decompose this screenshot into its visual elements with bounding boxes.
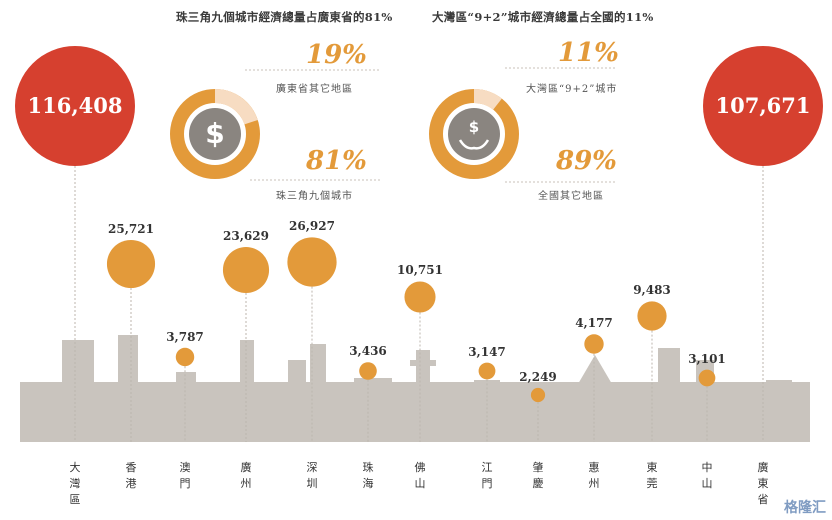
donut-right-small-slice [473, 88, 502, 110]
left-large-label: 珠三角九個城市 [276, 191, 353, 202]
bubble-東莞 [637, 301, 667, 331]
value-label-4: 26,927 [289, 219, 335, 234]
city-label-11: 中山 [701, 461, 713, 490]
left-small-pct: 19% [306, 40, 367, 70]
watermark: 格隆汇 [784, 500, 826, 516]
bubble-惠州 [584, 334, 604, 354]
left-large-pct: 81% [306, 146, 367, 176]
city-label-10: 東莞 [646, 461, 658, 490]
donut-left-small-slice [214, 89, 258, 125]
value-label-2: 3,787 [166, 329, 204, 344]
city-label-8: 肇慶 [532, 461, 544, 490]
value-label-7: 3,147 [468, 344, 506, 359]
value-label-1: 25,721 [108, 221, 154, 236]
bubble-珠海 [359, 362, 377, 380]
left-title: 珠三角九個城市經濟總量占廣東省的81% [176, 10, 393, 24]
value-label-11: 3,101 [688, 351, 726, 366]
bubble-佛山 [404, 281, 436, 313]
hands-dollar-icon [448, 108, 500, 160]
value-label-9: 4,177 [575, 316, 613, 331]
bubble-江門 [478, 362, 496, 380]
bubble-澳門 [175, 347, 195, 367]
value-label-0: 116,408 [27, 93, 123, 118]
bubble-深圳 [287, 237, 337, 287]
bubble-廣州 [222, 246, 270, 294]
svg-text:$: $ [205, 117, 224, 150]
donut-right: $ [429, 88, 519, 179]
bubble-中山 [698, 369, 716, 387]
value-label-8: 2,249 [519, 369, 557, 384]
donut-right-ring [429, 89, 519, 179]
bubble-大灣區 [15, 46, 135, 166]
right-small-label: 大灣區“9+2”城市 [526, 84, 618, 95]
city-label-5: 珠海 [362, 461, 374, 490]
connector-lines [74, 166, 764, 442]
right-large-pct: 89% [556, 146, 617, 176]
city-label-12: 廣東省 [757, 461, 769, 506]
value-label-5: 3,436 [349, 344, 387, 359]
city-label-1: 香港 [125, 461, 137, 490]
bubbles [15, 46, 823, 403]
right-large-label: 全國其它地區 [538, 191, 604, 202]
right-small-pct: 11% [558, 38, 619, 68]
city-label-0: 大灣區 [69, 461, 81, 506]
skyline-base [20, 382, 810, 442]
bubble-肇慶 [530, 387, 546, 403]
left-small-label: 廣東省其它地區 [276, 84, 353, 95]
value-label-3: 23,629 [223, 228, 269, 243]
donut-left: $ [170, 89, 260, 179]
value-label-12: 107,671 [715, 93, 811, 118]
city-label-3: 廣州 [240, 461, 252, 490]
value-label-10: 9,483 [633, 283, 671, 298]
building-dawan [62, 340, 94, 442]
city-label-7: 江門 [481, 461, 493, 490]
value-label-6: 10,751 [397, 263, 443, 278]
city-label-2: 澳門 [179, 461, 191, 490]
svg-text:$: $ [469, 118, 479, 136]
dollar-coin-icon [189, 108, 241, 160]
building-zhuhai [344, 388, 400, 442]
city-label-9: 惠州 [588, 461, 600, 490]
city-label-6: 佛山 [414, 461, 426, 490]
right-title: 大灣區“9+2”城市經濟總量占全國的11% [432, 10, 654, 24]
bubble-香港 [106, 239, 156, 289]
city-label-4: 深圳 [306, 461, 318, 490]
bubble-廣東省 [703, 46, 823, 166]
